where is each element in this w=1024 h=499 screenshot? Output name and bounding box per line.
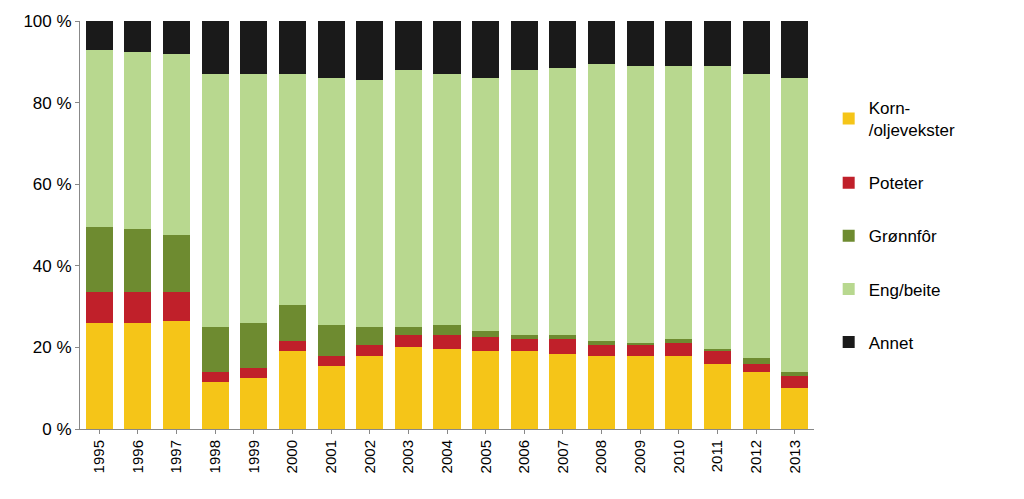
svg-text:2002: 2002 bbox=[361, 440, 378, 473]
svg-text:2001: 2001 bbox=[322, 440, 339, 473]
svg-text:2009: 2009 bbox=[631, 440, 648, 473]
svg-text:40 %: 40 % bbox=[33, 257, 72, 276]
svg-text:Grønnfôr: Grønnfôr bbox=[869, 227, 937, 246]
svg-text:1995: 1995 bbox=[90, 440, 107, 473]
svg-text:2013: 2013 bbox=[786, 440, 803, 473]
svg-text:80 %: 80 % bbox=[33, 94, 72, 113]
svg-text:20 %: 20 % bbox=[33, 338, 72, 357]
svg-text:2011: 2011 bbox=[708, 440, 725, 472]
svg-text:1999: 1999 bbox=[245, 440, 262, 473]
svg-text:Korn-/oljevekster: Korn-/oljevekster bbox=[869, 99, 955, 140]
svg-text:2006: 2006 bbox=[515, 440, 532, 473]
svg-text:2008: 2008 bbox=[592, 440, 609, 473]
svg-text:2010: 2010 bbox=[670, 440, 687, 473]
svg-text:Eng/beite: Eng/beite bbox=[869, 281, 941, 300]
svg-text:Poteter: Poteter bbox=[869, 174, 924, 193]
svg-text:1996: 1996 bbox=[129, 440, 146, 473]
svg-text:2012: 2012 bbox=[747, 440, 764, 473]
svg-text:100 %: 100 % bbox=[23, 12, 71, 31]
svg-text:2007: 2007 bbox=[554, 440, 571, 473]
svg-text:Annet: Annet bbox=[869, 334, 914, 353]
svg-text:0 %: 0 % bbox=[42, 420, 71, 439]
svg-text:2000: 2000 bbox=[283, 440, 300, 473]
svg-text:2005: 2005 bbox=[477, 440, 494, 473]
svg-text:2003: 2003 bbox=[399, 440, 416, 473]
svg-text:60 %: 60 % bbox=[33, 175, 72, 194]
svg-text:1997: 1997 bbox=[167, 440, 184, 473]
svg-text:1998: 1998 bbox=[206, 440, 223, 473]
svg-text:2004: 2004 bbox=[438, 440, 455, 473]
